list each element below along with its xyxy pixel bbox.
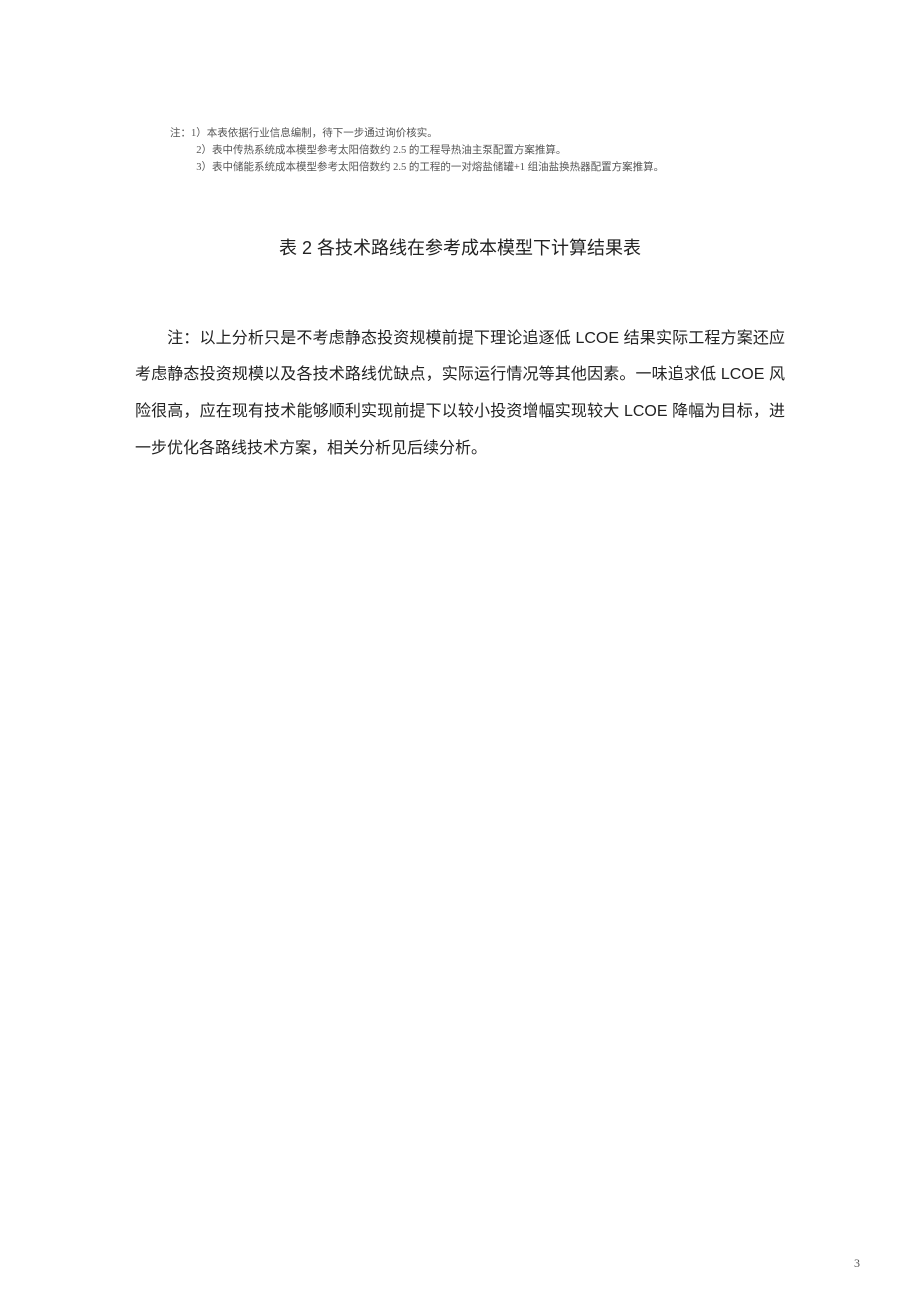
table1-footnotes: 注：1）本表依据行业信息编制，待下一步通过询价核实。 2）表中传热系统成本模型参… [170, 126, 770, 176]
analysis-note: 注：以上分析只是不考虑静态投资规模前提下理论追逐低 LCOE 结果实际工程方案还… [135, 321, 785, 468]
page-number: 3 [854, 1255, 860, 1272]
footnote-3: 3）表中储能系统成本模型参考太阳倍数约 2.5 的工程的一对熔盐储罐+1 组油盐… [196, 160, 770, 177]
footnote-1: 注：1）本表依据行业信息编制，待下一步通过询价核实。 [170, 126, 770, 143]
footnote-2: 2）表中传热系统成本模型参考太阳倍数约 2.5 的工程导热油主泵配置方案推算。 [196, 143, 770, 160]
table2-title: 表 2 各技术路线在参考成本模型下计算结果表 [60, 236, 860, 261]
note-text: 注：以上分析只是不考虑静态投资规模前提下理论追逐低 LCOE 结果实际工程方案还… [135, 330, 785, 457]
